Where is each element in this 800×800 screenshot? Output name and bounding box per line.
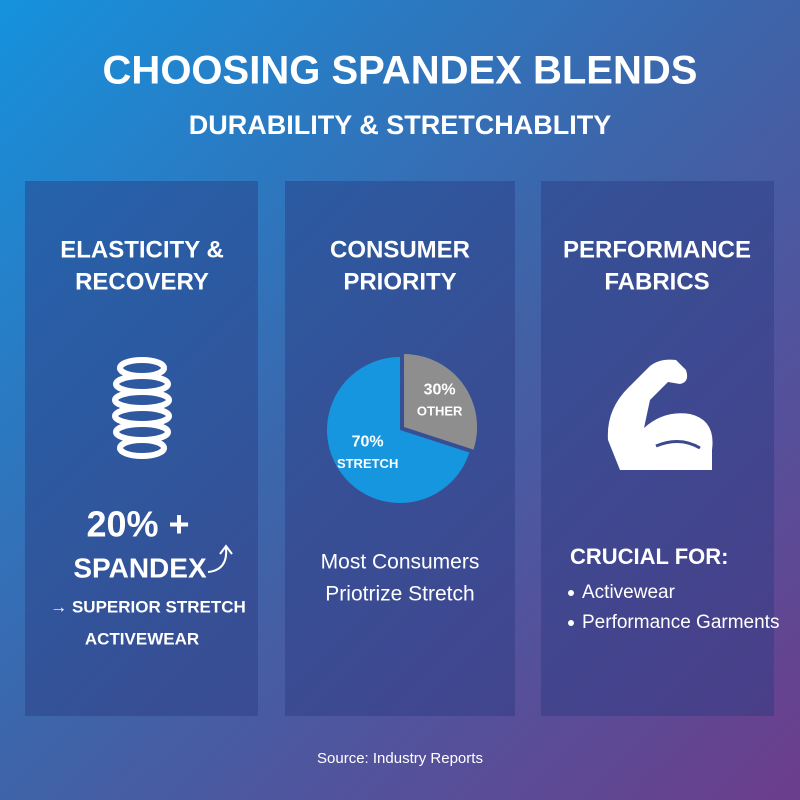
panel-text: Priotrize Stretch: [325, 583, 474, 606]
panel-heading: PRIORITY: [343, 268, 456, 295]
subtitle: DURABILITY & STRETCHABLITY: [189, 110, 612, 140]
pie-value-label: 70%: [352, 434, 384, 451]
panel-text: → SUPERIOR STRETCH: [50, 597, 246, 616]
spring-icon: [112, 357, 172, 459]
arrow-icon: [207, 544, 233, 573]
pie-slice: [404, 354, 478, 450]
pie-category-label: STRETCH: [337, 456, 398, 471]
panel-text: ACTIVEWEAR: [85, 629, 199, 648]
list-item: Performance Garments: [582, 612, 779, 633]
panel-heading: RECOVERY: [75, 268, 209, 295]
panel-heading: ELASTICITY &: [60, 236, 224, 263]
panel-heading: PERFORMANCE: [563, 236, 751, 263]
panel-heading: CONSUMER: [330, 236, 470, 263]
pie-slice: [327, 357, 470, 503]
panel-heading: FABRICS: [604, 268, 709, 295]
bullet: [568, 590, 574, 596]
list-heading: CRUCIAL FOR:: [570, 544, 728, 569]
list-item: Activewear: [582, 582, 676, 603]
bullet: [568, 620, 574, 626]
highlight-value: 20% +: [86, 504, 189, 545]
source: Source: Industry Reports: [317, 750, 483, 767]
pie-chart: 70% STRETCH 30% OTHER: [327, 354, 478, 503]
pie-category-label: OTHER: [417, 404, 463, 419]
panel: [25, 181, 258, 716]
panel-text: Most Consumers: [321, 551, 480, 574]
arm-detail: [655, 440, 701, 450]
title: CHOOSING SPANDEX BLENDS: [103, 49, 698, 93]
highlight-label: SPANDEX: [73, 552, 207, 583]
pie-value-label: 30%: [424, 381, 456, 398]
